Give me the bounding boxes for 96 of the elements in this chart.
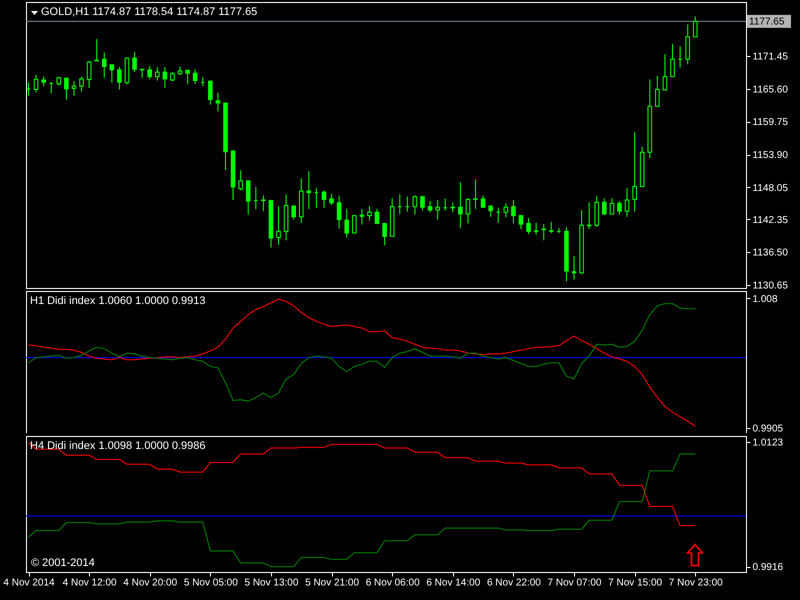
candlestick [306,170,311,209]
x-tick-label: 7 Nov 15:00 [608,577,662,588]
y-tick-label: 1165.60 [752,84,788,95]
y-tick-label: 1130.65 [752,280,788,291]
y-tick-label: 0.9905 [752,422,784,434]
line-series [28,302,696,402]
candlestick [276,205,280,245]
candlestick [670,43,674,77]
line-series [28,453,696,567]
x-tick-label: 4 Nov 12:00 [62,577,117,588]
candlestick [602,197,606,216]
y-tick-label: 0.9916 [752,562,784,573]
line-series [28,298,696,426]
candlestick [336,194,341,229]
candlestick [109,64,114,83]
candlestick [154,66,160,81]
candlestick [238,169,242,190]
candlestick [616,200,622,215]
candlestick [526,216,530,234]
y-tick-label: 1159.75 [752,116,788,128]
x-tick-label: 6 Nov 06:00 [365,577,420,588]
candlestick [78,76,84,92]
candlestick [192,68,197,84]
candlestick [184,68,190,84]
candlestick [624,187,629,217]
y-tick-label: 1148.05 [752,182,788,194]
candlestick [594,195,599,227]
x-tick-label: 5 Nov 13:00 [244,577,298,588]
candlestick [427,200,432,212]
x-tick-label: 5 Nov 05:00 [183,577,238,588]
x-tick-label: 6 Nov 22:00 [486,577,541,588]
y-tick-label: 1171.45 [752,51,788,62]
candlestick [71,80,76,96]
candlestick [40,76,46,86]
y-tick-label: 1.0123 [752,437,784,448]
candlestick [503,202,508,218]
candlestick [260,194,266,212]
x-tick-label: 4 Nov 2014 [2,577,55,588]
candlestick [215,92,220,112]
candlestick [510,198,516,224]
candlestick [86,60,91,88]
candlestick [352,214,356,234]
candlestick [382,222,386,246]
candlestick [208,80,212,105]
candlestick [94,38,98,61]
candlestick [472,178,478,209]
y-tick-label: 1142.35 [752,214,788,226]
candlestick [64,76,68,100]
candlestick [290,204,296,220]
x-tick-label: 7 Nov 07:00 [547,577,602,588]
candlestick [412,194,417,215]
candlestick [662,53,667,90]
y-tick-label: 1136.50 [752,247,788,258]
annotation: © 2001-2014 [30,556,94,568]
candlestick [571,255,576,280]
candlestick [146,64,152,80]
chart-title: H4 Didi index 1.0098 1.0000 0.9986 [30,440,206,452]
candlestick [321,189,326,208]
candlestick [609,197,614,215]
candlestick [450,201,455,212]
candlestick [116,66,122,90]
x-tick-label: 7 Nov 23:00 [668,577,723,588]
candlestick [359,208,364,225]
candlestick [632,131,636,212]
candlestick [488,204,492,217]
candlestick [654,75,660,107]
chart-title: GOLD,H1 1174.87 1178.54 1174.87 1177.65 [40,6,257,18]
candlestick [132,50,136,72]
y-tick-label: 1.008 [752,293,778,304]
candlestick [684,23,690,64]
candlestick [692,15,698,37]
candlestick [434,198,440,220]
line-series [28,442,696,526]
candlestick [245,179,250,215]
candlestick [518,214,523,230]
candlestick [420,196,424,211]
candlestick [458,181,462,228]
candlestick [374,208,379,224]
candlestick [344,208,349,238]
candlestick [586,201,591,230]
ref-line-label: 1177.65 [748,16,784,27]
chart-title: H1 Didi index 1.0060 1.0000 0.9913 [30,294,206,306]
candlestick [101,51,106,78]
x-tick-label: 5 Nov 21:00 [304,577,359,588]
x-tick-label: 6 Nov 14:00 [426,577,480,588]
candlestick [480,194,485,208]
candlestick [162,66,167,88]
candlestick [33,74,38,92]
x-tick-label: 4 Nov 20:00 [122,577,178,588]
candlestick [533,222,538,235]
candlestick [465,197,470,224]
candlestick [366,205,372,221]
candlestick [540,223,546,240]
candlestick [328,192,334,206]
candlestick [548,220,554,234]
y-tick-label: 1153.90 [752,150,788,161]
